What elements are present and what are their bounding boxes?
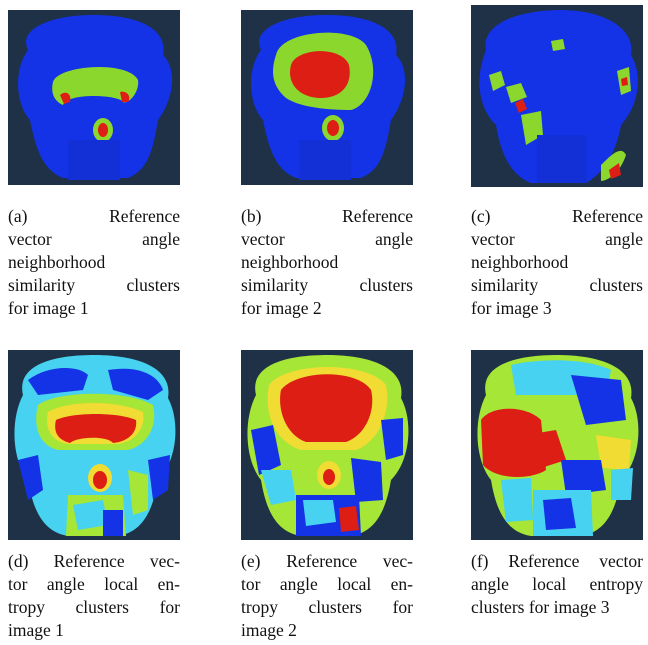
panel-a-image xyxy=(8,10,180,185)
panel-c-render xyxy=(471,5,643,187)
panel-d-caption: (d) Reference vec- tor angle local en- t… xyxy=(8,550,180,642)
caption-line: (b) Reference xyxy=(241,205,413,228)
caption-line: (c) Reference xyxy=(471,205,643,228)
panel-f-caption: (f) Reference vector angle local entropy… xyxy=(471,550,643,619)
caption-line: vector angle xyxy=(8,228,180,251)
caption-line: tor angle local en- xyxy=(241,573,413,596)
panel-b-caption: (b) Reference vector angle neighborhood … xyxy=(241,205,413,320)
panel-b-render xyxy=(241,10,413,185)
panel-e-image xyxy=(241,350,413,540)
caption-line: tropy clusters for xyxy=(241,596,413,619)
caption-line: vector angle xyxy=(241,228,413,251)
caption-line: tropy clusters for xyxy=(8,596,180,619)
caption-line: similarity clusters xyxy=(241,274,413,297)
caption-line: similarity clusters xyxy=(471,274,643,297)
caption-line: similarity clusters xyxy=(8,274,180,297)
caption-line: tor angle local en- xyxy=(8,573,180,596)
caption-line: neighborhood xyxy=(471,251,643,274)
caption-line: for image 2 xyxy=(241,297,413,320)
caption-line: image 1 xyxy=(8,619,180,642)
caption-line: neighborhood xyxy=(8,251,180,274)
panel-e-render xyxy=(241,350,413,540)
caption-line: vector angle xyxy=(471,228,643,251)
caption-line: (f) Reference vector xyxy=(471,550,643,573)
panel-a-caption: (a) Reference vector angle neighborhood … xyxy=(8,205,180,320)
caption-line: clusters for image 3 xyxy=(471,596,643,619)
caption-line: for image 3 xyxy=(471,297,643,320)
panel-f-render xyxy=(471,350,643,540)
panel-a-render xyxy=(8,10,180,185)
caption-line: (e) Reference vec- xyxy=(241,550,413,573)
panel-f-image xyxy=(471,350,643,540)
caption-line: (d) Reference vec- xyxy=(8,550,180,573)
panel-e-caption: (e) Reference vec- tor angle local en- t… xyxy=(241,550,413,642)
caption-line: image 2 xyxy=(241,619,413,642)
panel-b-image xyxy=(241,10,413,185)
caption-line: angle local entropy xyxy=(471,573,643,596)
panel-d-image xyxy=(8,350,180,540)
caption-line: neighborhood xyxy=(241,251,413,274)
caption-line: for image 1 xyxy=(8,297,180,320)
caption-line: (a) Reference xyxy=(8,205,180,228)
panel-c-image xyxy=(471,5,643,187)
panel-d-render xyxy=(8,350,180,540)
panel-c-caption: (c) Reference vector angle neighborhood … xyxy=(471,205,643,320)
